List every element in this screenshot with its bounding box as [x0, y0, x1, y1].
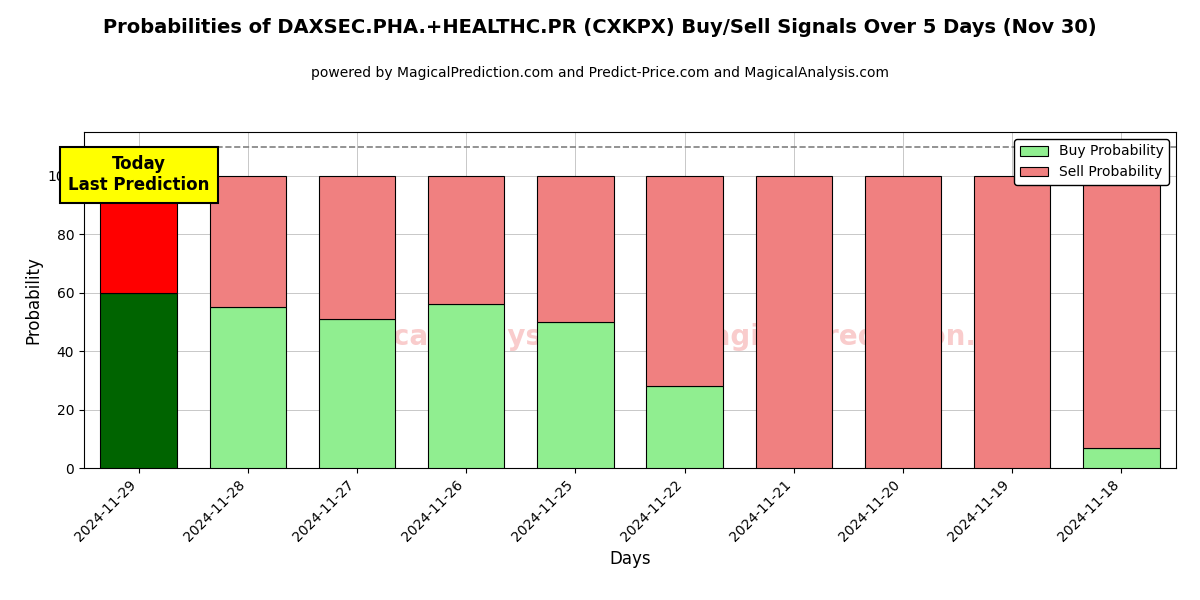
Bar — [428, 304, 504, 468]
Y-axis label: Probability: Probability — [24, 256, 42, 344]
Bar — [210, 176, 286, 307]
X-axis label: Days: Days — [610, 550, 650, 568]
Text: MagicalPrediction.co: MagicalPrediction.co — [684, 323, 1013, 350]
Text: Probabilities of DAXSEC.PHA.+HEALTHC.PR (CXKPX) Buy/Sell Signals Over 5 Days (No: Probabilities of DAXSEC.PHA.+HEALTHC.PR … — [103, 18, 1097, 37]
Bar — [538, 176, 613, 322]
Text: Today
Last Prediction: Today Last Prediction — [68, 155, 209, 194]
Bar — [319, 176, 395, 319]
Bar — [865, 176, 941, 468]
Bar — [210, 307, 286, 468]
Legend: Buy Probability, Sell Probability: Buy Probability, Sell Probability — [1014, 139, 1169, 185]
Bar — [647, 386, 722, 468]
Bar — [319, 319, 395, 468]
Bar — [756, 176, 832, 468]
Bar — [428, 176, 504, 304]
Text: MagicalAnalysis.co: MagicalAnalysis.co — [318, 323, 614, 350]
Bar — [538, 322, 613, 468]
Bar — [1084, 448, 1159, 468]
Text: powered by MagicalPrediction.com and Predict-Price.com and MagicalAnalysis.com: powered by MagicalPrediction.com and Pre… — [311, 66, 889, 80]
Bar — [1084, 176, 1159, 448]
Bar — [974, 176, 1050, 468]
Bar — [647, 176, 722, 386]
Bar — [101, 176, 176, 293]
Bar — [101, 293, 176, 468]
